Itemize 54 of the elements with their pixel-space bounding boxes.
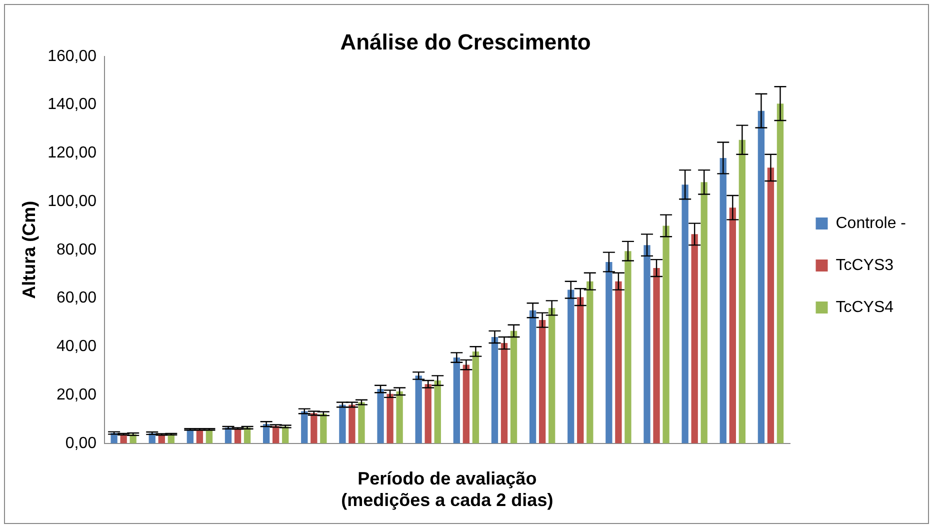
- y-tick-label: 60,00: [56, 290, 97, 307]
- bar: [462, 364, 470, 444]
- y-tick-label: 80,00: [56, 241, 97, 258]
- y-tick-label: 100,00: [48, 192, 97, 210]
- bar: [538, 320, 546, 444]
- y-tick-label: 20,00: [56, 386, 97, 404]
- bar: [776, 104, 784, 444]
- bar: [386, 394, 394, 444]
- bar: [700, 182, 708, 444]
- bar: [434, 380, 441, 444]
- y-tick-label: 120,00: [48, 144, 97, 162]
- bar: [396, 391, 403, 444]
- bar: [644, 245, 650, 444]
- bar: [491, 336, 498, 444]
- bar: [472, 351, 480, 444]
- bar: [662, 226, 670, 444]
- bar: [624, 251, 632, 444]
- bar: [682, 184, 688, 444]
- bar: [377, 388, 384, 444]
- bar: [577, 297, 584, 444]
- x-axis-title: Período de avaliação (medições a cada 2 dias): [341, 468, 554, 510]
- y-tick-label: 40,00: [56, 338, 97, 356]
- bar: [691, 234, 698, 444]
- bar: [310, 413, 318, 444]
- bar: [301, 411, 308, 444]
- bar: [729, 208, 736, 444]
- bar: [548, 308, 556, 444]
- bar: [720, 158, 726, 444]
- bar: [415, 376, 422, 444]
- bar: [510, 330, 518, 444]
- bar: [500, 343, 508, 444]
- legend-label: TcCYS3: [836, 256, 894, 274]
- bar: [653, 268, 660, 444]
- bar: [358, 402, 365, 444]
- bar: [424, 384, 432, 444]
- y-tick-label: 0,00: [65, 434, 97, 452]
- bar: [767, 168, 774, 444]
- bar: [615, 281, 622, 444]
- bar: [738, 140, 746, 444]
- bar: [568, 290, 574, 444]
- bar: [339, 404, 346, 444]
- y-axis-title: Altura (Cm): [18, 200, 39, 299]
- chart-title: Análise do Crescimento: [340, 29, 591, 54]
- bar: [320, 414, 327, 444]
- bar: [758, 110, 765, 444]
- bar: [586, 281, 594, 444]
- legend-label: TcCYS4: [836, 298, 894, 316]
- y-tick-label: 160,00: [48, 48, 97, 65]
- bar: [529, 310, 536, 444]
- bar: [453, 358, 460, 444]
- legend-label: Controle -: [836, 214, 906, 232]
- y-tick-label: 140,00: [48, 96, 97, 114]
- bar: [348, 404, 356, 444]
- bar: [606, 262, 612, 444]
